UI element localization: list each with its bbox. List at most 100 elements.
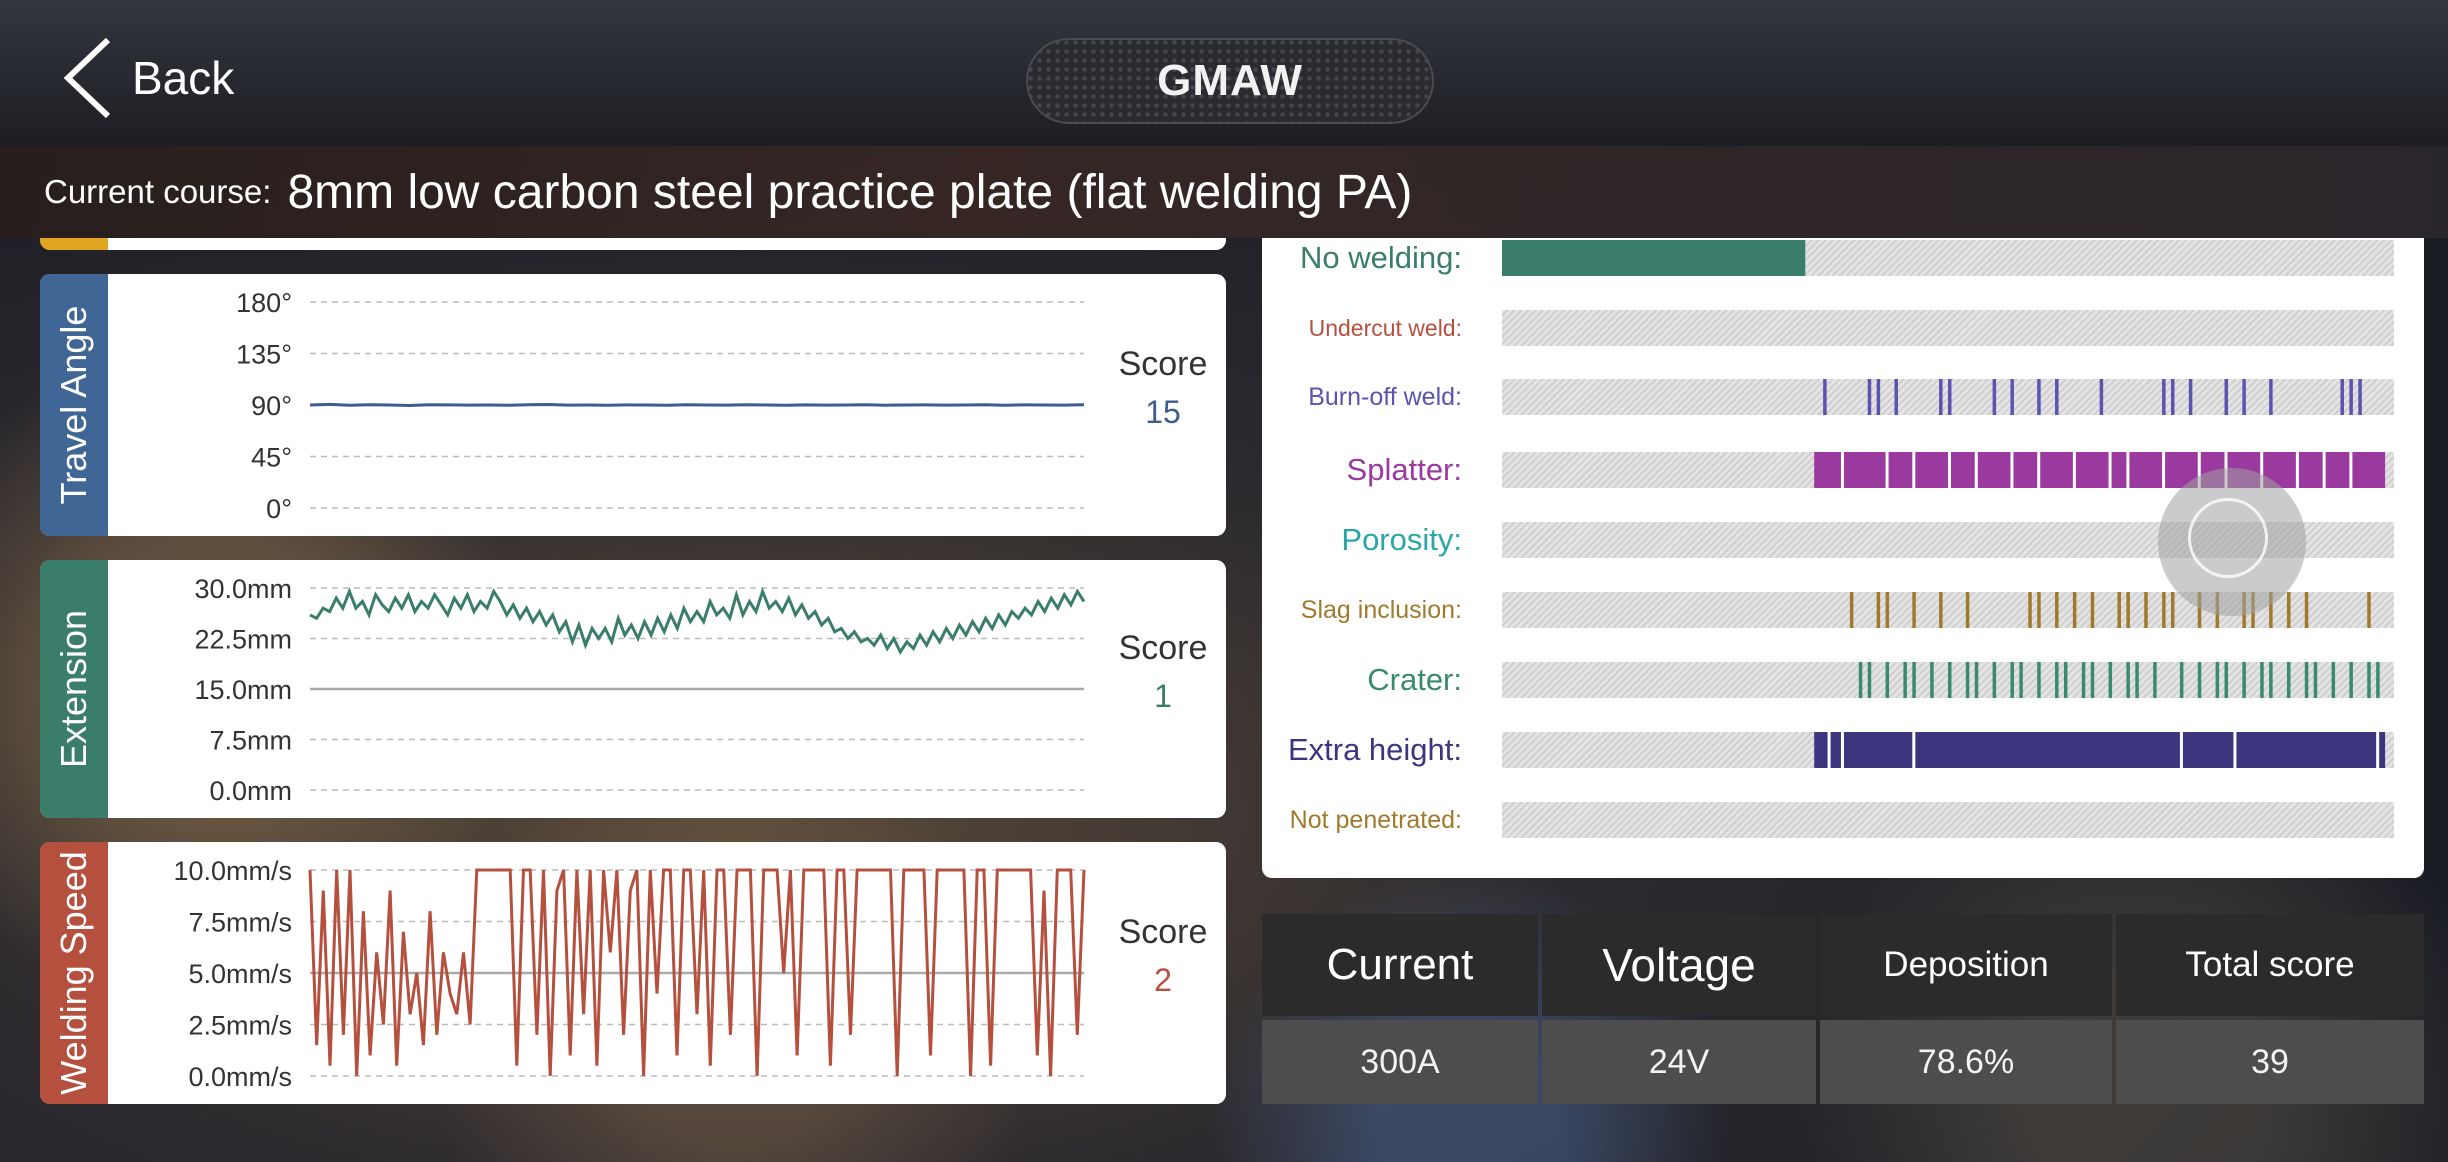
defect-tick bbox=[2242, 379, 2246, 415]
score-value: 2 bbox=[1154, 962, 1172, 998]
course-label: Current course: bbox=[44, 173, 272, 210]
back-button[interactable]: Back bbox=[56, 36, 234, 120]
defect-label: Crater: bbox=[1367, 662, 1462, 697]
defect-tick bbox=[2010, 379, 2014, 415]
y-tick-label: 7.5mm/s bbox=[188, 908, 292, 938]
travel-angle-chart: 180° 135° 90° 45° 0° bbox=[236, 288, 1085, 524]
defect-gap bbox=[2233, 732, 2237, 768]
chevron-left-icon bbox=[63, 37, 111, 119]
defect-tick bbox=[2055, 379, 2059, 415]
y-tick-label: 2.5mm/s bbox=[188, 1011, 292, 1041]
defect-tick bbox=[2072, 592, 2077, 628]
defect-row: Undercut weld: bbox=[1262, 310, 2424, 346]
defect-tick bbox=[2171, 592, 2175, 628]
defect-row: Crater: bbox=[1262, 662, 2424, 698]
welding-speed-score: Score 2 bbox=[1108, 913, 1218, 999]
defect-track bbox=[1502, 310, 2394, 346]
defect-label: Not penetrated: bbox=[1289, 805, 1462, 834]
defect-gap bbox=[2010, 452, 2014, 488]
defect-tick bbox=[1894, 379, 1898, 415]
defect-tick bbox=[2349, 379, 2353, 415]
defect-tick bbox=[2269, 662, 2273, 698]
defect-gap bbox=[2037, 452, 2041, 488]
defect-marks bbox=[1858, 662, 2380, 698]
defect-tick bbox=[2197, 662, 2202, 698]
defect-tick bbox=[2269, 379, 2273, 415]
stat-value: 24V bbox=[1542, 1020, 1816, 1104]
stat-total-score: Total score 39 bbox=[2116, 914, 2424, 1104]
defect-marks bbox=[1502, 240, 1806, 276]
defect-tick bbox=[2135, 662, 2139, 698]
travel-angle-title: Travel Angle bbox=[53, 305, 94, 505]
welding-speed-title: Welding Speed bbox=[53, 851, 94, 1095]
extension-score: Score 1 bbox=[1108, 629, 1218, 715]
y-tick-label: 5.0mm/s bbox=[188, 959, 292, 989]
defect-tick bbox=[1965, 592, 1970, 628]
defect-tick bbox=[2171, 379, 2175, 415]
defect-gap bbox=[2072, 452, 2076, 488]
defect-marks bbox=[1814, 732, 2386, 768]
top-bar: Back GMAW bbox=[0, 0, 2448, 146]
defect-tick bbox=[2367, 592, 2371, 628]
defect-tick bbox=[2358, 379, 2362, 415]
defect-row: No welding: bbox=[1262, 240, 2424, 276]
defect-tick bbox=[2260, 662, 2264, 698]
defect-gap bbox=[1948, 452, 1951, 488]
defect-label: Splatter: bbox=[1346, 452, 1462, 487]
defect-gap bbox=[2295, 452, 2299, 488]
travel-angle-side-tab: Travel Angle bbox=[40, 274, 108, 536]
defect-tick bbox=[1992, 662, 1997, 698]
y-tick-label: 180° bbox=[236, 288, 292, 318]
y-tick-label: 30.0mm bbox=[194, 574, 292, 604]
extension-side-tab: Extension bbox=[40, 560, 108, 818]
defect-tick bbox=[2215, 662, 2220, 698]
defect-tick bbox=[2055, 592, 2059, 628]
defect-tick bbox=[1974, 662, 1979, 698]
back-label: Back bbox=[132, 52, 235, 104]
welding-speed-panel: Welding Speed 10.0mm/s 7.5mm/s 5.0mm/s 2.5mm… bbox=[40, 842, 1226, 1104]
defect-marks bbox=[1814, 452, 2386, 488]
stat-current: Current 300A bbox=[1262, 914, 1538, 1104]
welding-speed-chart: 10.0mm/s 7.5mm/s 5.0mm/s 2.5mm/s 0.0mm/s bbox=[173, 856, 1086, 1092]
stat-label: Current bbox=[1262, 914, 1538, 1016]
score-label: Score bbox=[1118, 629, 1208, 667]
y-tick-label: 90° bbox=[251, 391, 292, 421]
defect-tick bbox=[2099, 379, 2104, 415]
extension-chart: 30.0mm 22.5mm 15.0mm 7.5mm 0.0mm bbox=[194, 574, 1086, 806]
defect-tick bbox=[2367, 662, 2371, 698]
y-tick-label: 10.0mm/s bbox=[173, 856, 292, 886]
defect-tick bbox=[2153, 662, 2157, 698]
defect-gap bbox=[2162, 452, 2166, 488]
defect-tick bbox=[2126, 592, 2130, 628]
stat-value: 78.6% bbox=[1820, 1020, 2112, 1104]
score-label: Score bbox=[1118, 345, 1208, 383]
defect-tick bbox=[2331, 662, 2336, 698]
defect-tick bbox=[1948, 662, 1952, 698]
defect-tick bbox=[2028, 592, 2032, 628]
y-tick-label: 0° bbox=[266, 494, 292, 524]
defect-fill-segment bbox=[1814, 732, 2386, 768]
defect-tick bbox=[2055, 662, 2059, 698]
defect-tick bbox=[2197, 592, 2202, 628]
defect-tick bbox=[1930, 662, 1934, 698]
defect-label: Undercut weld: bbox=[1308, 314, 1462, 341]
y-tick-label: 135° bbox=[236, 340, 292, 370]
defect-gap bbox=[1912, 452, 1916, 488]
stat-deposition: Deposition 78.6% bbox=[1820, 914, 2112, 1104]
floating-assist-button[interactable] bbox=[2158, 468, 2306, 616]
defect-fill-segment bbox=[1814, 452, 2386, 488]
defect-tick bbox=[2162, 592, 2166, 628]
stats-table: Current 300A Voltage 24V Deposition 78.6% Tota… bbox=[1262, 914, 2424, 1104]
stat-label: Deposition bbox=[1820, 914, 2112, 1016]
defect-tick bbox=[2144, 592, 2148, 628]
extension-series-line bbox=[309, 586, 1086, 656]
defect-tick bbox=[2224, 379, 2229, 415]
defect-row: Extra height: bbox=[1262, 732, 2424, 768]
defect-tick bbox=[2304, 592, 2309, 628]
defect-gap bbox=[1974, 452, 1978, 488]
defect-tick bbox=[1876, 379, 1881, 415]
defect-marks bbox=[1502, 802, 2394, 838]
defect-tick bbox=[1912, 592, 1916, 628]
defect-label: Porosity: bbox=[1341, 522, 1462, 557]
defect-gap bbox=[1885, 452, 1889, 488]
